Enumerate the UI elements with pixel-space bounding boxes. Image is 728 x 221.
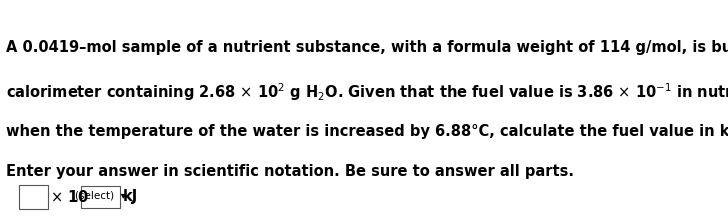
Text: calorimeter containing 2.68 $\times$ 10$^{2}$ g H$_{2}$O. Given that the fuel va: calorimeter containing 2.68 $\times$ 10$… bbox=[7, 82, 728, 103]
Text: A 0.0419–mol sample of a nutrient substance, with a formula weight of 114 g/mol,: A 0.0419–mol sample of a nutrient substa… bbox=[7, 40, 728, 55]
FancyBboxPatch shape bbox=[20, 185, 47, 209]
Text: Enter your answer in scientific notation. Be sure to answer all parts.: Enter your answer in scientific notation… bbox=[7, 164, 574, 179]
Text: kJ: kJ bbox=[123, 189, 138, 204]
Text: (select)  ▾: (select) ▾ bbox=[75, 191, 126, 201]
FancyBboxPatch shape bbox=[81, 186, 120, 208]
Text: $\times$ 10: $\times$ 10 bbox=[50, 189, 89, 205]
Text: when the temperature of the water is increased by 6.88°C, calculate the fuel val: when the temperature of the water is inc… bbox=[7, 124, 728, 139]
